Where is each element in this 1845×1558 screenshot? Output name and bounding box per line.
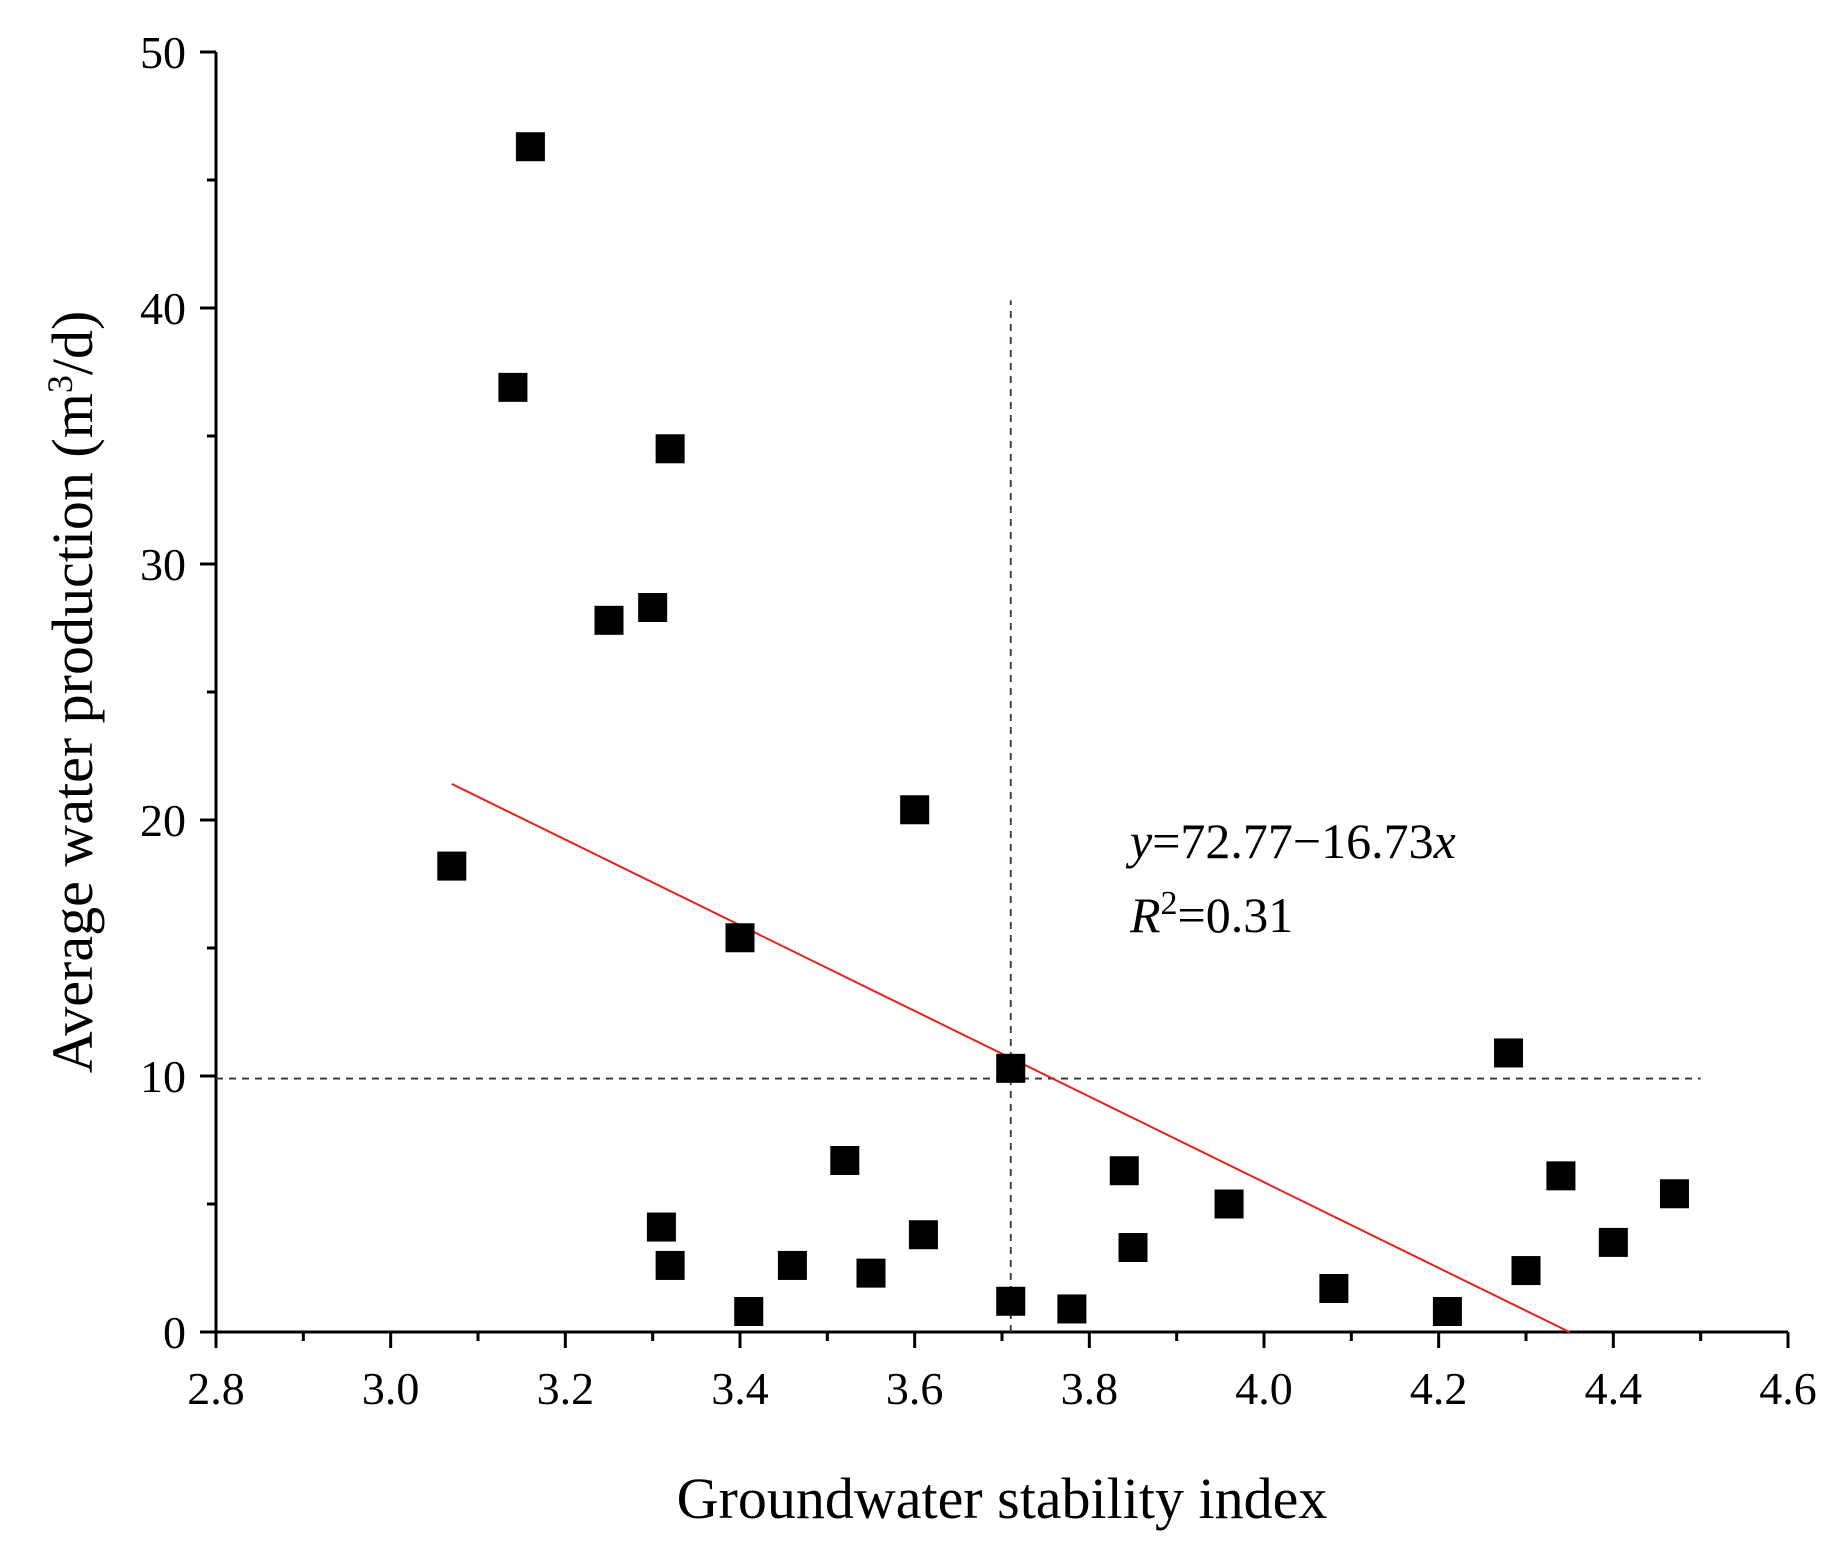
x-tick-label: 3.2 — [537, 1363, 595, 1414]
data-point — [655, 1250, 685, 1280]
equation-var-x: x — [1433, 813, 1456, 869]
data-point — [900, 795, 930, 825]
data-point — [1057, 1294, 1087, 1324]
data-point — [856, 1258, 886, 1288]
data-points — [437, 132, 1689, 1327]
data-point — [1118, 1233, 1148, 1263]
data-point — [1109, 1156, 1139, 1186]
data-point — [1494, 1038, 1524, 1068]
data-point — [1319, 1273, 1349, 1303]
x-tick-label: 3.0 — [362, 1363, 420, 1414]
x-tick-label: 3.4 — [711, 1363, 769, 1414]
equation-body: =72.77−16.73 — [1152, 813, 1433, 869]
data-point — [1511, 1256, 1541, 1286]
x-tick-label: 3.6 — [886, 1363, 944, 1414]
data-point — [498, 372, 528, 402]
r2-value: =0.31 — [1178, 887, 1294, 943]
y-tick-label: 20 — [140, 795, 186, 846]
x-axis-title: Groundwater stability index — [677, 1466, 1328, 1531]
data-point — [1546, 1161, 1576, 1191]
data-point — [1598, 1227, 1628, 1257]
x-tick-label: 4.4 — [1585, 1363, 1643, 1414]
y-tick-label: 50 — [140, 27, 186, 78]
y-axis-title: Average water production (m3/d) — [40, 311, 105, 1074]
x-tick-label: 4.2 — [1410, 1363, 1468, 1414]
data-point — [725, 923, 755, 953]
y-tick-label: 10 — [140, 1051, 186, 1102]
data-point — [777, 1250, 807, 1280]
data-point — [594, 605, 624, 635]
regression-equation: y=72.77−16.73x — [1125, 813, 1456, 869]
y-tick-label: 0 — [163, 1307, 186, 1358]
x-tick-label: 4.0 — [1235, 1363, 1293, 1414]
x-tick-label: 4.6 — [1759, 1363, 1817, 1414]
data-point — [908, 1220, 938, 1250]
x-tick-label: 2.8 — [187, 1363, 245, 1414]
data-point — [515, 132, 545, 162]
data-point — [734, 1297, 764, 1327]
data-point — [996, 1053, 1026, 1083]
r-squared-label: R2=0.31 — [1129, 885, 1293, 944]
data-point — [1214, 1189, 1244, 1219]
y-tick-label: 40 — [140, 283, 186, 334]
r2-superscript: 2 — [1161, 885, 1178, 922]
data-point — [638, 593, 668, 623]
equation-var-y: y — [1125, 813, 1153, 869]
data-point — [1659, 1179, 1689, 1209]
axis-ticks: 2.8 3.0 3.2 3.4 3.6 3.8 4.0 4.2 4.4 4.6 0 10 20 30 40 5… — [140, 27, 1817, 1414]
data-point — [437, 851, 467, 881]
y-axis-title-superscript: 3 — [40, 375, 80, 393]
data-point — [655, 434, 685, 464]
data-point — [646, 1212, 676, 1242]
r2-var: R — [1129, 887, 1161, 943]
data-point — [1432, 1297, 1462, 1327]
x-tick-label: 3.8 — [1061, 1363, 1119, 1414]
y-tick-label: 30 — [140, 539, 186, 590]
y-axis-title-main: Average water production (m — [40, 393, 105, 1073]
data-point — [996, 1286, 1026, 1316]
reference-lines — [216, 300, 1701, 1332]
data-point — [830, 1145, 860, 1175]
axes — [214, 52, 1788, 1334]
y-axis-title-end: /d) — [40, 311, 105, 375]
